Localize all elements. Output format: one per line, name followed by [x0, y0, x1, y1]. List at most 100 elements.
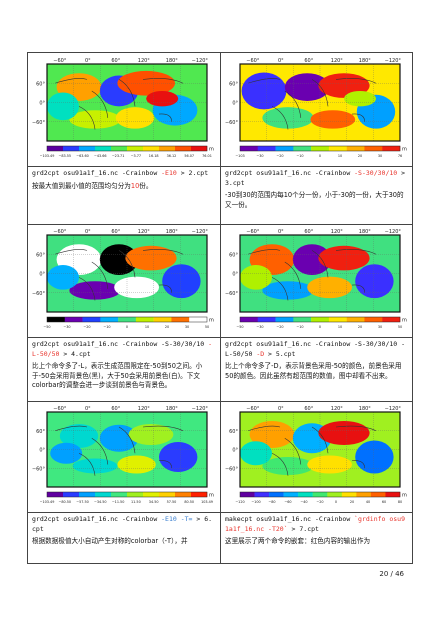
- colorbar-segment: [111, 146, 128, 151]
- map-figure: −60° 0° 60° 120° 180° −120° 60° 0° −60° m −103 −30 −…: [222, 55, 412, 164]
- anomaly-region: [99, 244, 139, 276]
- longitude-label: 0°: [85, 58, 91, 64]
- longitude-label: −120°: [385, 406, 402, 412]
- coastline: [351, 113, 366, 122]
- command-fragment: `grdinfo osu91a1f_16.nc -T20`: [225, 515, 406, 533]
- longitude-label: 120°: [331, 406, 344, 412]
- colorbar-tick-label: 103.49: [201, 500, 213, 504]
- colorbar-unit: m: [402, 318, 407, 324]
- longitude-label: 0°: [278, 58, 284, 64]
- row-divider: [28, 512, 412, 513]
- anomaly-region: [115, 107, 155, 129]
- coastline: [78, 452, 96, 476]
- anomaly-region: [344, 90, 376, 107]
- longitude-label: 60°: [111, 229, 120, 235]
- command-fragment: grd2cpt osu91a1f_16.nc -Crainbow: [225, 169, 355, 177]
- longitude-label: 60°: [111, 58, 120, 64]
- anomaly-region: [162, 264, 201, 299]
- caption-cell: grd2cpt osu91a1f_16.nc -Crainbow -E10 -T…: [32, 515, 214, 563]
- description-text: 按最大值到最小值的范围均匀分为10份。: [32, 182, 214, 192]
- command-fragment: grd2cpt osu91a1f_16.nc -Crainbow: [32, 515, 162, 523]
- command-fragment: -E10: [161, 169, 177, 177]
- colorbar-tick-label: −20: [276, 325, 283, 329]
- colorbar-segment: [159, 146, 176, 151]
- description-fragment: 这里展示了两个命令的嵌套：红色内容的输出作为: [225, 537, 371, 545]
- colorbar-tick-label: 30: [378, 325, 382, 329]
- colorbar-tick-label: −57.50: [76, 500, 89, 504]
- colorbar-segment: [341, 492, 357, 497]
- colorbar-tick-label: 20: [165, 325, 169, 329]
- colorbar-segment: [269, 492, 284, 497]
- colorbar-segment: [127, 492, 144, 497]
- colorbar-tick-label: −103.49: [40, 500, 55, 504]
- description-text: 根据数据极值大小自动产生对称的colorbar（-T），并: [32, 537, 214, 547]
- coastline: [284, 437, 302, 465]
- colorbar-segment: [153, 317, 172, 322]
- colorbar-segment: [312, 492, 328, 497]
- longitude-label: 180°: [166, 406, 179, 412]
- command-fragment: > 7.cpt: [287, 524, 319, 533]
- colorbar-segment: [189, 317, 208, 322]
- coastline: [91, 261, 109, 289]
- coastline: [247, 78, 281, 84]
- colorbar-tick-label: 10: [145, 325, 149, 329]
- longitude-label: −120°: [192, 58, 209, 64]
- anomaly-region: [47, 92, 79, 121]
- longitude-label: 0°: [278, 406, 284, 412]
- coastline: [54, 249, 88, 255]
- colorbar-tick-label: −80: [268, 500, 275, 504]
- column-divider: [220, 53, 221, 563]
- command-fragment: > 6.cpt: [32, 515, 213, 533]
- latitude-label: 0°: [39, 272, 45, 278]
- coastline: [351, 460, 366, 469]
- colorbar-tick-label: −30: [256, 154, 263, 158]
- command-line: makecpt osu91a1f_16.nc -Crainbow `grdinf…: [225, 515, 407, 534]
- colorbar-segment: [293, 317, 312, 322]
- command-line: grd2cpt osu91a1f_16.nc -Crainbow -S-30/3…: [225, 340, 407, 359]
- colorbar-segment: [298, 492, 313, 497]
- colorbar-segment: [111, 492, 128, 497]
- colorbar-tick-label: −11.50: [112, 500, 125, 504]
- colorbar-tick-label: 36.12: [167, 154, 177, 158]
- colorbar-segment: [382, 317, 401, 322]
- caption-cell: grd2cpt osu91a1f_16.nc -Crainbow -E10 > …: [32, 169, 214, 222]
- colorbar-segment: [364, 146, 383, 151]
- colorbar-segment: [79, 146, 96, 151]
- description-text: 这里展示了两个命令的嵌套：红色内容的输出作为: [225, 537, 407, 547]
- colorbar-segment: [346, 146, 365, 151]
- colorbar-segment: [82, 317, 101, 322]
- colorbar-tick-label: −23.71: [112, 154, 125, 158]
- colorbar-segment: [191, 146, 208, 151]
- coastline: [142, 425, 184, 432]
- geoid-map-svg: −60° 0° 60° 120° 180° −120°60°0°−60°m−103.49−…: [32, 406, 214, 504]
- colorbar-tick-label: −20: [316, 500, 323, 504]
- longitude-label: 0°: [278, 229, 284, 235]
- command-line: grd2cpt osu91a1f_16.nc -Crainbow -E10 > …: [32, 169, 214, 179]
- geoid-map-svg: −60° 0° 60° 120° 180° −120° 60° 0° −60° m −50 −30 −2…: [225, 229, 407, 329]
- colorbar-segment: [293, 146, 312, 151]
- colorbar-segment: [283, 492, 299, 497]
- anomaly-region: [284, 73, 330, 101]
- longitude-label: 120°: [138, 229, 151, 235]
- command-line: grd2cpt osu91a1f_16.nc -Crainbow -S-30/3…: [225, 169, 407, 188]
- colorbar-segment: [327, 492, 343, 497]
- caption-cell: makecpt osu91a1f_16.nc -Crainbow `grdinf…: [225, 515, 407, 563]
- colorbar-tick-label: −50: [236, 325, 243, 329]
- longitude-label: 180°: [166, 58, 179, 64]
- map-figure: −60° 0° 60° 120° 180° −120° 60° 0° −60° m −103.49−…: [29, 403, 219, 510]
- colorbar-tick-label: −30: [256, 325, 263, 329]
- colorbar-tick-label: 30: [185, 325, 189, 329]
- coastline: [335, 249, 377, 255]
- latitude-label: 0°: [39, 101, 45, 107]
- coastline: [54, 78, 88, 84]
- colorbar-segment: [191, 492, 208, 497]
- anomaly-region: [240, 265, 272, 290]
- latitude-label: −60°: [32, 291, 46, 297]
- colorbar-unit: m: [209, 318, 214, 324]
- colorbar-tick-label: −103: [235, 154, 244, 158]
- caption-cell: grd2cpt osu91a1f_16.nc -Crainbow -S-30/3…: [32, 340, 214, 399]
- coastline: [158, 284, 173, 293]
- command-fragment: > 4.cpt: [59, 349, 91, 358]
- colorbar-tick-label: 20: [358, 154, 362, 158]
- command-fragment: -L-50/50: [32, 340, 213, 358]
